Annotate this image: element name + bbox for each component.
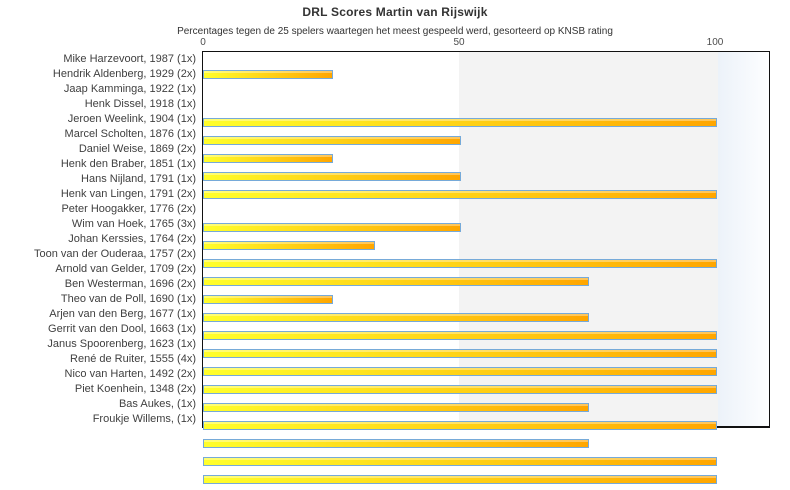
- bar: [203, 277, 589, 286]
- bar-row: [203, 439, 769, 454]
- bar-row: [203, 367, 769, 382]
- bar-row: [203, 457, 769, 472]
- band-over-100: [718, 52, 769, 426]
- bar-row: [203, 475, 769, 490]
- bar: [203, 403, 589, 412]
- category-label: Hans Nijland, 1791 (1x): [81, 173, 196, 185]
- bar: [203, 385, 717, 394]
- plot-area: [202, 51, 770, 484]
- bar: [203, 475, 717, 484]
- bar: [203, 295, 333, 304]
- bar-row: [203, 223, 769, 238]
- category-label: Gerrit van den Dool, 1663 (1x): [48, 323, 196, 335]
- bar-row: [203, 295, 769, 310]
- category-label: Arjen van den Berg, 1677 (1x): [49, 308, 196, 320]
- bar-row: [203, 349, 769, 364]
- category-label: Toon van der Ouderaa, 1757 (2x): [33, 248, 196, 260]
- category-label: Mike Harzevoort, 1987 (1x): [63, 53, 196, 65]
- chart-title: DRL Scores Martin van Rijswijk: [302, 5, 488, 19]
- bar: [203, 172, 461, 181]
- category-labels: Mike Harzevoort, 1987 (1x) Hendrik Aldenb…: [0, 52, 196, 427]
- category-label: Ben Westerman, 1696 (2x): [64, 278, 196, 290]
- bar: [203, 190, 717, 199]
- category-label: Henk Dissel, 1918 (1x): [84, 98, 196, 110]
- category-label: Theo van de Poll, 1690 (1x): [60, 293, 196, 305]
- category-label: Henk van Lingen, 1791 (2x): [60, 188, 196, 200]
- category-label: René de Ruiter, 1555 (4x): [70, 353, 196, 365]
- bar: [203, 154, 333, 163]
- bar: [203, 70, 333, 79]
- band-0-50: [203, 52, 459, 426]
- bar: [203, 367, 717, 376]
- bar-row: [203, 277, 769, 292]
- category-label: Henk den Braber, 1851 (1x): [60, 158, 196, 170]
- bar-row: [203, 403, 769, 418]
- bar-row: [203, 190, 769, 205]
- bar: [203, 313, 589, 322]
- bar-rows: [203, 52, 769, 484]
- category-label: Marcel Scholten, 1876 (1x): [64, 128, 196, 140]
- bar-row: [203, 85, 769, 100]
- bar-row: [203, 259, 769, 274]
- bar-row: [203, 241, 769, 256]
- bar: [203, 136, 461, 145]
- bar: [203, 118, 717, 127]
- category-label: Janus Spoorenberg, 1623 (1x): [47, 338, 196, 350]
- band-50-100: [459, 52, 718, 426]
- chart: DRL Scores Martin van Rijswijk Percentag…: [0, 5, 770, 484]
- bar: [203, 241, 375, 250]
- bar-row: [203, 52, 769, 67]
- bar-row: [203, 385, 769, 400]
- bar: [203, 331, 717, 340]
- bar-row: [203, 136, 769, 151]
- bar: [203, 349, 717, 358]
- category-label: Piet Koenhein, 1348 (2x): [74, 383, 196, 395]
- bar: [203, 457, 717, 466]
- category-label: Hendrik Aldenberg, 1929 (2x): [52, 68, 196, 80]
- bar-row: [203, 421, 769, 436]
- category-label: Wim van Hoek, 1765 (3x): [71, 218, 196, 230]
- bar-row: [203, 118, 769, 133]
- x-axis-tick-0: 0: [200, 37, 206, 48]
- bar-row: [203, 154, 769, 169]
- chart-subtitle: Percentages tegen de 25 spelers waartege…: [177, 26, 613, 37]
- category-label: Johan Kerssies, 1764 (2x): [68, 233, 196, 245]
- bar-row: [203, 205, 769, 220]
- bar-row: [203, 172, 769, 187]
- x-axis-tick-100: 100: [706, 37, 724, 48]
- bar: [203, 223, 461, 232]
- bar-row: [203, 100, 769, 115]
- category-label: Daniel Weise, 1869 (2x): [78, 143, 196, 155]
- category-label: Froukje Willems, (1x): [92, 413, 196, 425]
- category-label: Jeroen Weelink, 1904 (1x): [67, 113, 196, 125]
- category-label: Arnold van Gelder, 1709 (2x): [55, 263, 196, 275]
- bar: [203, 439, 589, 448]
- category-label: Jaap Kamminga, 1922 (1x): [63, 83, 196, 95]
- bar-row: [203, 313, 769, 328]
- bar-row: [203, 331, 769, 346]
- category-label: Nico van Harten, 1492 (2x): [64, 368, 196, 380]
- bar: [203, 259, 717, 268]
- x-axis-tick-50: 50: [453, 37, 465, 48]
- bar: [203, 421, 717, 430]
- category-label: Bas Aukes, (1x): [118, 398, 196, 410]
- bar-row: [203, 70, 769, 85]
- category-label: Peter Hoogakker, 1776 (2x): [61, 203, 196, 215]
